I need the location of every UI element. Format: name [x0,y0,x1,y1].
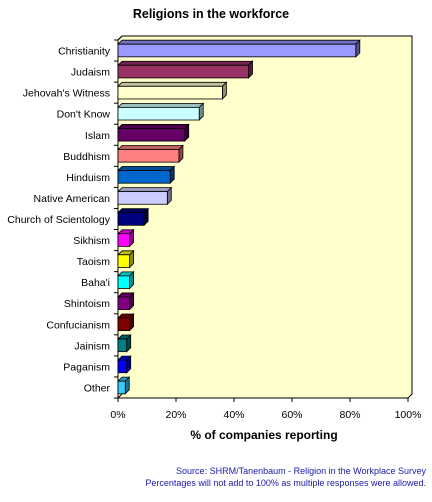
plot-area: 0% 20% 40% 60% 80% 100% Christianity Judaism Jeh… [7,35,422,421]
category-label: Buddhism [63,151,110,163]
bar [117,359,128,374]
bar [117,254,130,268]
category-label: Don't Know [57,109,111,121]
bar-top [117,60,254,66]
bar [117,64,249,79]
bar-top [117,166,176,171]
bar [117,85,223,100]
bar [117,212,145,226]
bar [117,338,128,353]
category-label: Other [84,382,111,394]
bar [117,380,126,395]
category-label: Jainism [74,340,110,352]
category-label: Native American [34,193,111,205]
bar [117,43,357,58]
category-label: Jehovah's Witness [23,88,110,100]
x-tick-label: 40% [223,409,244,421]
x-tick-label: 60% [281,409,302,421]
bar [117,149,180,163]
religions-bar-chart: Religions in the workforce 0% 20% 40% 60% 80… [7,7,422,442]
x-axis-label: % of companies reporting [190,428,337,442]
category-label: Sikhism [73,235,110,247]
category-label: Paganism [63,361,110,373]
bar [117,296,130,310]
category-label: Baha'i [81,277,110,289]
bar [117,106,200,121]
bar-top [117,102,205,108]
category-label: Judaism [71,67,110,79]
bar [117,191,168,205]
bar [117,233,130,247]
bar [117,275,130,289]
bar-top [117,145,184,150]
plot-edge [117,35,123,41]
category-label: Church of Scientology [7,214,110,226]
x-tick-label: 20% [165,409,186,421]
x-tick-label: 80% [339,409,360,421]
bar [117,170,171,184]
category-label: Hinduism [66,172,110,184]
chart-title: Religions in the workforce [133,7,289,21]
bar-top [117,81,228,87]
plot-edge [117,393,123,399]
bar-top [117,124,190,129]
category-label: Islam [85,130,110,142]
x-tick-label: 0% [110,409,125,421]
bar-top [117,187,173,193]
category-label: Confucianism [46,319,110,331]
category-label: Shintoism [64,298,110,310]
bar-top [117,39,361,45]
x-tick-label: 100% [395,409,422,421]
category-label: Christianity [58,46,111,58]
bar [117,128,186,142]
source-note: Source: SHRM/Tanenbaum - Religion in the… [176,466,426,476]
bar [117,317,130,332]
bar-top [117,208,150,214]
disclaimer-note: Percentages will not add to 100% as mult… [145,478,426,488]
category-label: Taoism [77,256,111,268]
